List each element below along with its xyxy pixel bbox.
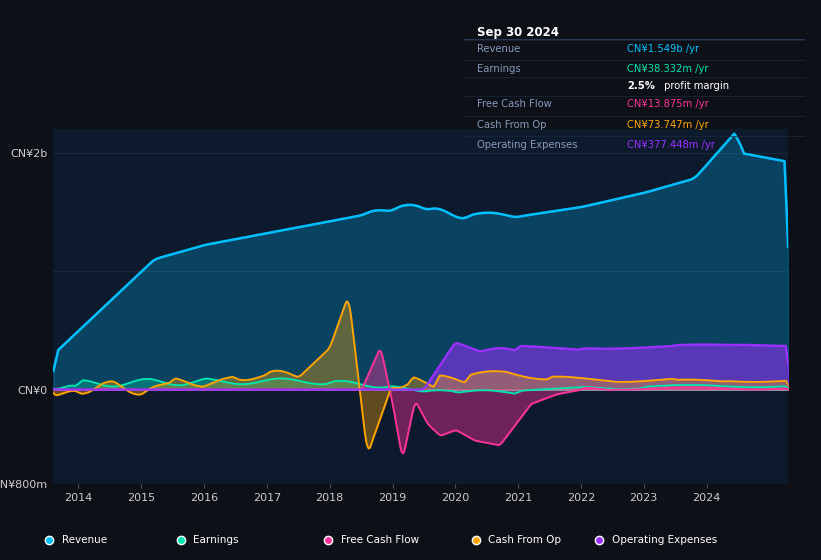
Text: Sep 30 2024: Sep 30 2024 — [478, 26, 559, 39]
Text: Revenue: Revenue — [62, 535, 107, 545]
Text: CN¥38.332m /yr: CN¥38.332m /yr — [627, 64, 709, 74]
Text: 2.5%: 2.5% — [627, 81, 655, 91]
Text: Cash From Op: Cash From Op — [478, 119, 547, 129]
Text: CN¥13.875m /yr: CN¥13.875m /yr — [627, 100, 709, 110]
Text: Earnings: Earnings — [478, 64, 521, 74]
Text: Operating Expenses: Operating Expenses — [612, 535, 717, 545]
Text: CN¥377.448m /yr: CN¥377.448m /yr — [627, 139, 715, 150]
Text: Free Cash Flow: Free Cash Flow — [341, 535, 419, 545]
Text: Operating Expenses: Operating Expenses — [478, 139, 578, 150]
Text: Free Cash Flow: Free Cash Flow — [478, 100, 553, 110]
Text: CN¥73.747m /yr: CN¥73.747m /yr — [627, 119, 709, 129]
Text: CN¥1.549b /yr: CN¥1.549b /yr — [627, 44, 699, 54]
Text: profit margin: profit margin — [662, 81, 730, 91]
Text: Cash From Op: Cash From Op — [488, 535, 562, 545]
Text: Earnings: Earnings — [193, 535, 238, 545]
Text: Revenue: Revenue — [478, 44, 521, 54]
